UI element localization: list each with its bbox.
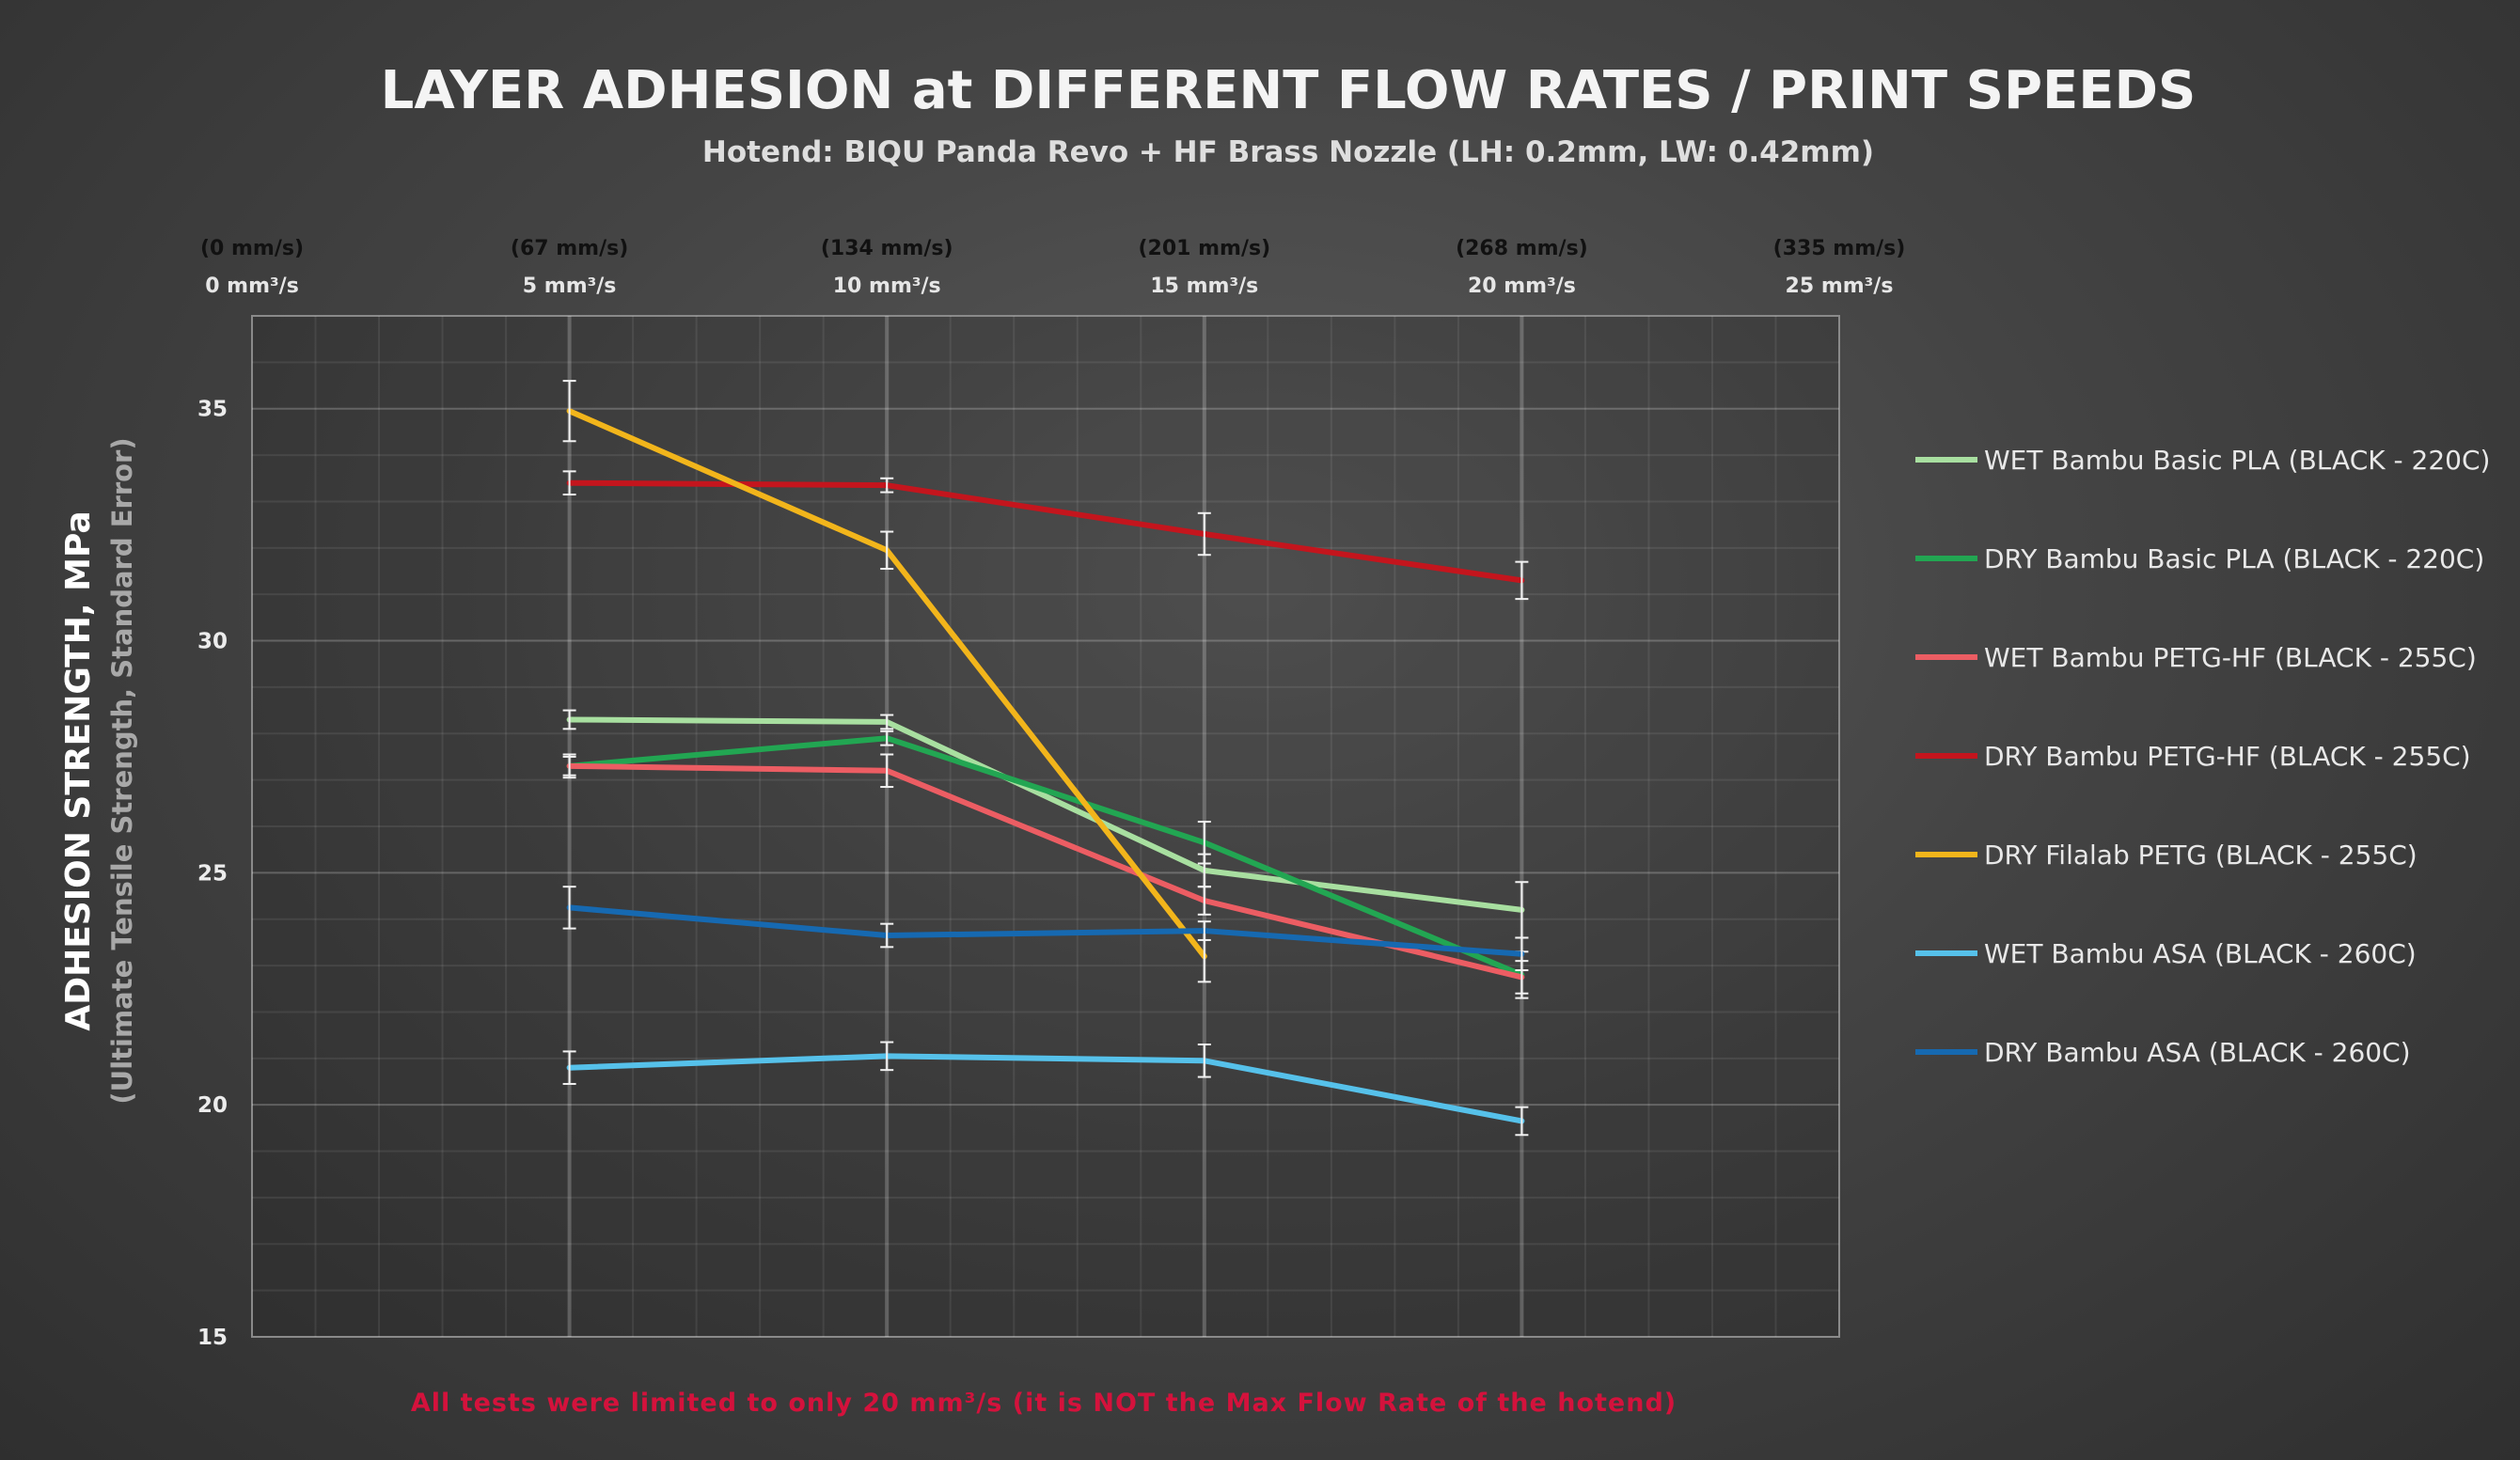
grid-major <box>252 316 1839 1337</box>
legend-item: WET Bambu PETG-HF (BLACK - 255C) <box>1915 642 2477 673</box>
series-layer <box>562 380 1529 1137</box>
chart-annotation: All tests were limited to only 20 mm³/s … <box>411 1389 1677 1418</box>
error-bar <box>1197 821 1211 865</box>
legend-item: WET Bambu ASA (BLACK - 260C) <box>1915 938 2417 969</box>
y-tick-label: 25 <box>197 861 228 886</box>
legend-label: WET Bambu ASA (BLACK - 260C) <box>1984 938 2417 969</box>
error-bar <box>1197 920 1211 941</box>
legend-item: DRY Bambu PETG-HF (BLACK - 255C) <box>1915 741 2471 772</box>
y-axis-sublabel: (Ultimate Tensile Strength, Standard Err… <box>106 437 138 1104</box>
series-line <box>566 716 1525 913</box>
y-tick-label: 35 <box>197 398 228 422</box>
y-tick-label: 30 <box>197 630 228 654</box>
error-bar <box>880 714 894 730</box>
y-axis-label: ADHESION STRENGTH, MPa <box>59 510 98 1030</box>
legend-item: WET Bambu Basic PLA (BLACK - 220C) <box>1915 445 2490 476</box>
x-tick-speed-label: (201 mm/s) <box>1138 237 1270 260</box>
x-tick-speed-label: (268 mm/s) <box>1456 237 1588 260</box>
legend-label: WET Bambu Basic PLA (BLACK - 220C) <box>1984 445 2490 476</box>
error-bar <box>1515 1106 1529 1137</box>
legend-label: DRY Bambu ASA (BLACK - 260C) <box>1984 1037 2411 1068</box>
x-tick-flow-label: 0 mm³/s <box>205 275 299 298</box>
series-line <box>566 735 1525 978</box>
error-bar <box>1515 936 1529 972</box>
series <box>562 709 1529 939</box>
error-bar <box>880 477 894 494</box>
series <box>562 1041 1529 1137</box>
error-bar <box>1197 1044 1211 1078</box>
x-tick-flow-label: 15 mm³/s <box>1150 275 1258 298</box>
error-bar <box>1515 560 1529 601</box>
series-line <box>566 1053 1525 1124</box>
error-bar <box>880 730 894 746</box>
series-line <box>566 762 1525 981</box>
legend-item: DRY Bambu ASA (BLACK - 260C) <box>1915 1037 2411 1068</box>
chart-subtitle: Hotend: BIQU Panda Revo + HF Brass Nozzl… <box>702 135 1874 169</box>
x-tick-speed-label: (67 mm/s) <box>511 237 628 260</box>
legend-item: DRY Filalab PETG (BLACK - 255C) <box>1915 840 2418 871</box>
legend-item: DRY Bambu Basic PLA (BLACK - 220C) <box>1915 543 2484 574</box>
y-axis: 15 20 25 30 35 <box>197 398 228 1350</box>
series <box>562 753 1529 995</box>
x-tick-speed-label: (0 mm/s) <box>200 237 304 260</box>
error-bar <box>562 886 576 930</box>
series-line <box>566 904 1525 957</box>
x-tick-flow-label: 5 mm³/s <box>523 275 617 298</box>
y-tick-label: 20 <box>197 1093 228 1118</box>
x-axis-top: (0 mm/s) 0 mm³/s (67 mm/s) 5 mm³/s (134 mm/s… <box>200 237 1905 298</box>
error-bar <box>880 530 894 571</box>
legend: WET Bambu Basic PLA (BLACK - 220C) DRY Ba… <box>1915 445 2490 1068</box>
error-bar <box>562 1050 576 1085</box>
error-bar <box>562 753 576 779</box>
error-bar <box>562 380 576 443</box>
legend-label: DRY Filalab PETG (BLACK - 255C) <box>1984 840 2418 871</box>
error-bar <box>562 709 576 730</box>
error-bar <box>562 470 576 496</box>
legend-label: DRY Bambu PETG-HF (BLACK - 255C) <box>1984 741 2471 772</box>
legend-label: DRY Bambu Basic PLA (BLACK - 220C) <box>1984 543 2484 574</box>
series <box>562 886 1529 972</box>
x-tick-flow-label: 10 mm³/s <box>833 275 941 298</box>
x-tick-flow-label: 20 mm³/s <box>1468 275 1576 298</box>
error-bar <box>880 753 894 789</box>
series-line <box>566 479 1525 584</box>
plot-area <box>251 315 1840 1338</box>
legend-label: WET Bambu PETG-HF (BLACK - 255C) <box>1984 642 2477 673</box>
x-tick-speed-label: (335 mm/s) <box>1773 237 1906 260</box>
error-bar <box>1197 886 1211 916</box>
error-bar <box>880 1041 894 1072</box>
error-bar <box>1197 511 1211 557</box>
y-tick-label: 15 <box>197 1326 228 1350</box>
error-bar <box>880 922 894 949</box>
chart-title: LAYER ADHESION at DIFFERENT FLOW RATES /… <box>381 60 2197 121</box>
x-tick-flow-label: 25 mm³/s <box>1786 275 1894 298</box>
x-tick-speed-label: (134 mm/s) <box>821 237 953 260</box>
series <box>562 470 1529 601</box>
